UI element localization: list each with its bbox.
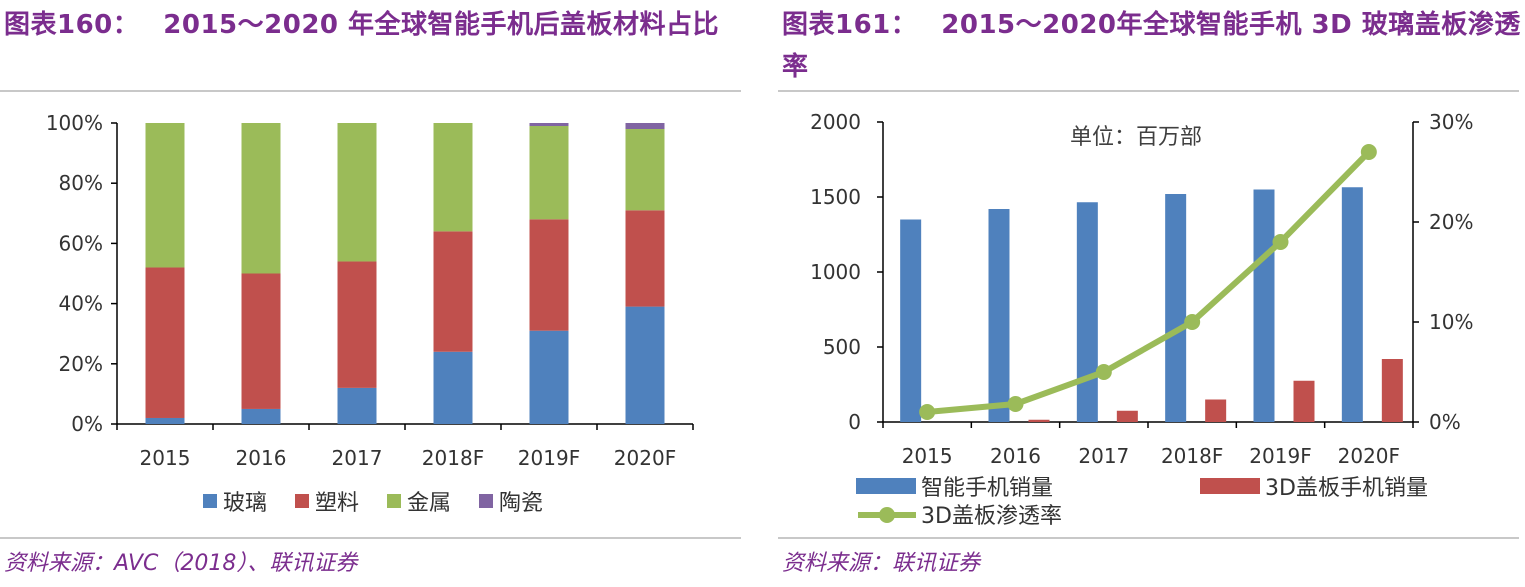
bar-segment [337, 387, 377, 424]
x-tick-label: 2016 [990, 444, 1041, 468]
bar-segment [529, 219, 569, 331]
bar [1205, 399, 1227, 422]
left-top-rule [0, 90, 741, 92]
x-tick-label: 2017 [1078, 444, 1129, 468]
right-y-tick-label: 20% [1429, 210, 1473, 234]
bar [1253, 189, 1275, 422]
bar-segment [241, 273, 281, 409]
y-tick-label: 60% [59, 231, 103, 255]
x-tick-label: 2018F [1161, 444, 1223, 468]
right-figure-title: 图表161： 2015～2020年全球智能手机 3D 玻璃盖板渗透率 [782, 4, 1522, 88]
y-tick-label: 20% [59, 352, 103, 376]
left-stacked-bar-chart: 0% 20% 40% 60% 80% 100% 2015 2016 2017 2018F 2019F… [46, 111, 694, 516]
left-source-note: 资料来源：AVC（2018）、联讯证券 [4, 551, 358, 576]
line-series [926, 149, 1371, 415]
left-y-tick-label: 500 [823, 335, 861, 359]
bar-segment [433, 351, 473, 424]
bar-segment [625, 123, 665, 130]
left-figure-title: 图表160： 2015～2020 年全球智能手机后盖板材料占比 [4, 4, 744, 46]
right-figure-number: 图表161： [782, 10, 918, 40]
line-point [1360, 144, 1377, 160]
legend-label: 金属 [407, 491, 451, 516]
line-point [1184, 314, 1201, 330]
y-tick-label: 40% [59, 292, 103, 316]
bar-segment [145, 123, 185, 268]
bar-segment [433, 231, 473, 352]
legend-swatch [295, 494, 309, 508]
bar-segment [625, 210, 665, 307]
x-tick-label: 2019F [518, 446, 580, 470]
left-y-tick-label: 0 [848, 410, 861, 434]
legend-label: 3D盖板手机销量 [1265, 476, 1428, 501]
legend-label: 塑料 [315, 491, 359, 516]
legend-swatch [387, 494, 401, 508]
x-tick-label: 2020F [614, 446, 676, 470]
bar-segment [241, 123, 281, 274]
right-combo-chart: 0 500 1000 1500 2000 0% 10% 20% 30% 2015 2016 2017 2… [810, 110, 1473, 529]
bar [1165, 194, 1187, 422]
bar [1028, 419, 1050, 422]
right-y-tick-label: 0% [1429, 410, 1461, 434]
bar [1116, 410, 1138, 422]
bar [1293, 380, 1315, 422]
left-figure-number: 图表160： [4, 10, 140, 40]
bar [1381, 359, 1403, 422]
bar-segment [337, 261, 377, 388]
bar-segment [529, 123, 569, 127]
right-figure-title-text: 2015～2020年全球智能手机 3D 玻璃盖板渗透率 [782, 10, 1521, 82]
bar-segment [145, 267, 185, 418]
bar [988, 209, 1010, 422]
x-tick-label: 2016 [236, 446, 287, 470]
legend-label: 陶瓷 [499, 491, 543, 516]
bar-segment [625, 306, 665, 424]
line-point [1272, 234, 1289, 250]
unit-annotation: 单位：百万部 [1070, 125, 1202, 150]
left-figure: 图表160： 2015～2020 年全球智能手机后盖板材料占比 0% 20% 40% 6… [0, 0, 745, 587]
bar [1341, 187, 1363, 422]
legend-line-marker [879, 507, 895, 523]
left-bottom-rule [0, 537, 741, 539]
legend-swatch [1200, 478, 1260, 494]
bar-segment [529, 126, 569, 220]
left-figure-title-text: 2015～2020 年全球智能手机后盖板材料占比 [163, 10, 720, 40]
right-y-tick-label: 10% [1429, 310, 1473, 334]
right-source-note: 资料来源：联讯证券 [782, 551, 981, 576]
right-top-rule [778, 90, 1519, 92]
bar-segment [241, 408, 281, 424]
bar [1076, 202, 1098, 422]
bar-segment [145, 417, 185, 424]
x-tick-label: 2015 [902, 444, 953, 468]
right-bottom-rule [778, 537, 1519, 539]
left-y-tick-label: 1500 [810, 185, 861, 209]
x-tick-label: 2017 [332, 446, 383, 470]
legend-label: 玻璃 [223, 491, 267, 516]
y-tick-label: 100% [46, 111, 103, 135]
bar-segment [625, 129, 665, 211]
legend-label: 3D盖板渗透率 [921, 504, 1062, 529]
legend-swatch [203, 494, 217, 508]
bar-segment [433, 123, 473, 232]
right-y-tick-label: 30% [1429, 110, 1473, 134]
bar-segment [337, 123, 377, 262]
line-point [1007, 396, 1024, 412]
legend-swatch [479, 494, 493, 508]
y-tick-label: 80% [59, 171, 103, 195]
left-y-tick-label: 1000 [810, 260, 861, 284]
line-point [1095, 364, 1112, 380]
legend-label: 智能手机销量 [921, 476, 1053, 501]
left-y-tick-label: 2000 [810, 110, 861, 134]
x-tick-label: 2019F [1249, 444, 1311, 468]
line-point [919, 404, 936, 420]
x-tick-label: 2018F [422, 446, 484, 470]
right-figure: 图表161： 2015～2020年全球智能手机 3D 玻璃盖板渗透率 0 500 10… [778, 0, 1525, 587]
legend-swatch [856, 478, 916, 494]
x-tick-label: 2015 [140, 446, 191, 470]
y-tick-label: 0% [71, 412, 103, 436]
bar-segment [529, 330, 569, 424]
x-tick-label: 2020F [1338, 444, 1400, 468]
bar [900, 219, 922, 422]
